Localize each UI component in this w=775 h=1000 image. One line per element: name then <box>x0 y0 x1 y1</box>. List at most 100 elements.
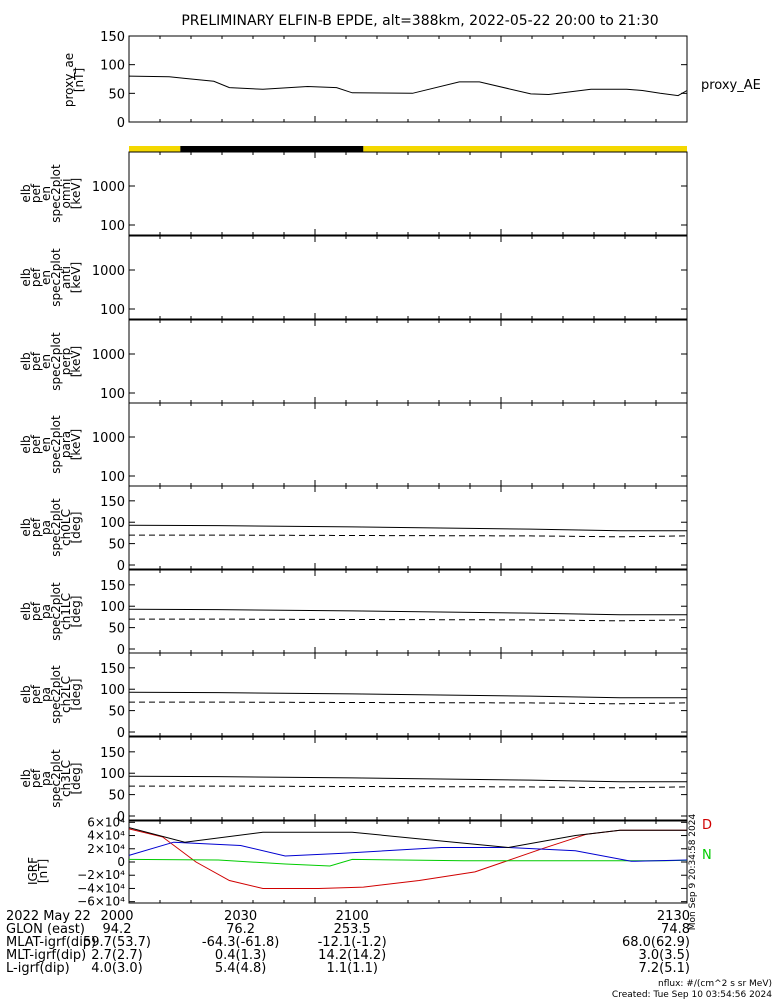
pitch-angle-ytick-label: 0 <box>117 643 125 658</box>
spectrogram-ylabel-line: elb <box>19 435 33 453</box>
proxy-ae-frame <box>128 35 688 123</box>
pitch-angle-ylabel-line: ch2LC <box>59 676 73 713</box>
pitch-angle-ytick-label: 100 <box>100 600 125 615</box>
xaxis-row-label: L-igrf(dip) <box>6 961 70 976</box>
orbit-eclipse-bar <box>180 146 364 152</box>
pitch-angle-ytick-label: 50 <box>108 705 125 720</box>
igrf-frame <box>128 820 688 904</box>
proxy-ae-ytick-label: 100 <box>100 59 125 74</box>
xaxis-value: 2130 <box>657 909 690 924</box>
spectrogram-ylabel-line: pef <box>29 351 43 371</box>
spectrogram-ylabel-line: en <box>39 186 53 201</box>
spectrogram-ylabel-line: elb <box>19 184 33 202</box>
pitch-angle-ytick-label: 0 <box>117 559 125 574</box>
pitch-angle-ylabel-line: [deg] <box>69 512 83 544</box>
pitch-angle-ylabel-line: elb <box>19 518 33 536</box>
xaxis-value: 94.2 <box>103 922 132 937</box>
pitch-angle-ytick-label: 100 <box>100 516 125 531</box>
spectrogram-ylabel-line: anti <box>59 266 73 289</box>
xaxis-value: 5.4(4.8) <box>215 961 267 976</box>
pitch-angle-ytick-label: 150 <box>100 746 125 761</box>
proxy-ae-ytick-label: 0 <box>117 116 125 131</box>
xaxis-value: 68.0(62.9) <box>622 935 690 950</box>
pitch-angle-ylabel-line: pef <box>29 684 43 704</box>
pitch-angle-ylabel-line: pa <box>39 604 53 619</box>
proxy-ae-line <box>128 75 688 97</box>
loss-cone-line <box>128 608 687 616</box>
pitch-angle-ytick-label: 50 <box>108 622 125 637</box>
pitch-angle-ylabel-line: pa <box>39 687 53 702</box>
anti-loss-cone-line <box>129 785 688 789</box>
pitch-angle-ylabel-line: ch1LC <box>59 593 73 630</box>
loss-cone-line <box>128 524 687 532</box>
spectrogram-ytick-label: 1000 <box>92 264 125 279</box>
igrf-ytick-label: 0 <box>117 855 125 869</box>
proxy-ae-ytick-label: 50 <box>108 87 125 102</box>
spectrogram-ylabel-line: spec2plot <box>49 164 63 223</box>
xaxis-value: 2.7(2.7) <box>91 948 143 963</box>
spectrogram-ylabel-line: [keV] <box>69 346 83 377</box>
proxy-ae-ytick-label: 150 <box>100 30 125 45</box>
igrf-ylabel-line: [nT] <box>36 859 50 883</box>
pitch-angle-ylabel-line: ch0LC <box>59 509 73 546</box>
pitch-angle-ytick-label: 0 <box>117 810 125 825</box>
igrf-ytick-label: 2×10⁴ <box>87 842 125 856</box>
spectrogram-ylabel-line: elb <box>19 352 33 370</box>
pitch-angle-ytick-label: 50 <box>108 538 125 553</box>
orbit-sunlit-bar <box>363 146 687 152</box>
pitch-angle-ylabel-line: elb <box>19 769 33 787</box>
igrf-side-stamp: Mon Sep 9 20:34:58 2024 <box>688 814 698 931</box>
xaxis-row-label: MLT-igrf(dip) <box>6 948 86 963</box>
pitch-angle-ylabel-line: spec2plot <box>49 498 63 557</box>
igrf-legend-d: D <box>702 818 712 833</box>
igrf-ytick-label: −4×10⁴ <box>77 881 125 895</box>
spectrogram-ytick-label: 100 <box>100 470 125 485</box>
pitch-angle-ytick-label: 150 <box>100 579 125 594</box>
pitch-angle-ylabel-line: pef <box>29 517 43 537</box>
igrf-ylabel-line: IGRF <box>26 857 40 885</box>
spectrogram-ytick-label: 1000 <box>92 348 125 363</box>
pitch-angle-ylabel-line: [deg] <box>69 763 83 795</box>
pitch-angle-ytick-label: 100 <box>100 767 125 782</box>
xaxis-value: -12.1(-1.2) <box>318 935 387 950</box>
xaxis-value: 0.4(1.3) <box>215 948 267 963</box>
spectrogram-ylabel-line: pef <box>29 183 43 203</box>
xaxis-value: 1.1(1.1) <box>326 961 378 976</box>
igrf-n-line <box>128 858 688 867</box>
loss-cone-line <box>128 775 687 783</box>
spectrogram-ylabel-line: elb <box>19 268 33 286</box>
proxy-ae-legend: proxy_AE <box>701 78 761 93</box>
pitch-angle-ylabel-line: spec2plot <box>49 582 63 641</box>
xaxis-value: -64.3(-61.8) <box>202 935 279 950</box>
spectrogram-ylabel-line: pef <box>29 434 43 454</box>
spectrogram-frame <box>128 319 688 404</box>
spectrogram-ylabel-line: perp <box>59 348 73 376</box>
igrf-ytick-label: −2×10⁴ <box>77 868 125 882</box>
spectrogram-frame <box>128 235 688 320</box>
proxy-ae-ylabel-line: [nT] <box>72 68 86 92</box>
pitch-angle-ytick-label: 100 <box>100 683 125 698</box>
anti-loss-cone-line <box>129 618 688 622</box>
anti-loss-cone-line <box>129 701 688 705</box>
igrf-ytick-label: 6×10⁴ <box>87 815 125 829</box>
xaxis-value: 4.0(3.0) <box>91 961 143 976</box>
igrf-legend-n: N <box>702 848 712 863</box>
xaxis-value: 76.2 <box>226 922 255 937</box>
spectrogram-ylabel-line: omni <box>59 179 73 209</box>
xaxis-value: 3.0(3.5) <box>639 948 691 963</box>
spectrogram-ytick-label: 1000 <box>92 180 125 195</box>
spectrogram-ytick-label: 1000 <box>92 431 125 446</box>
footer-created: Created: Tue Sep 10 03:54:56 2024 <box>612 990 772 1000</box>
xaxis-value: 2100 <box>336 909 369 924</box>
spectrogram-ylabel-line: en <box>39 354 53 369</box>
spectrogram-ytick-label: 100 <box>100 303 125 318</box>
orbit-sunlit-bar <box>129 146 181 152</box>
pitch-angle-ylabel-line: pa <box>39 520 53 535</box>
spectrogram-ylabel-line: en <box>39 437 53 452</box>
spectrogram-ylabel-line: [keV] <box>69 429 83 460</box>
spectrogram-ytick-label: 100 <box>100 387 125 402</box>
spectrogram-ylabel-line: en <box>39 270 53 285</box>
spectrogram-ylabel-line: para <box>59 431 73 458</box>
pitch-angle-ylabel-line: elb <box>19 602 33 620</box>
